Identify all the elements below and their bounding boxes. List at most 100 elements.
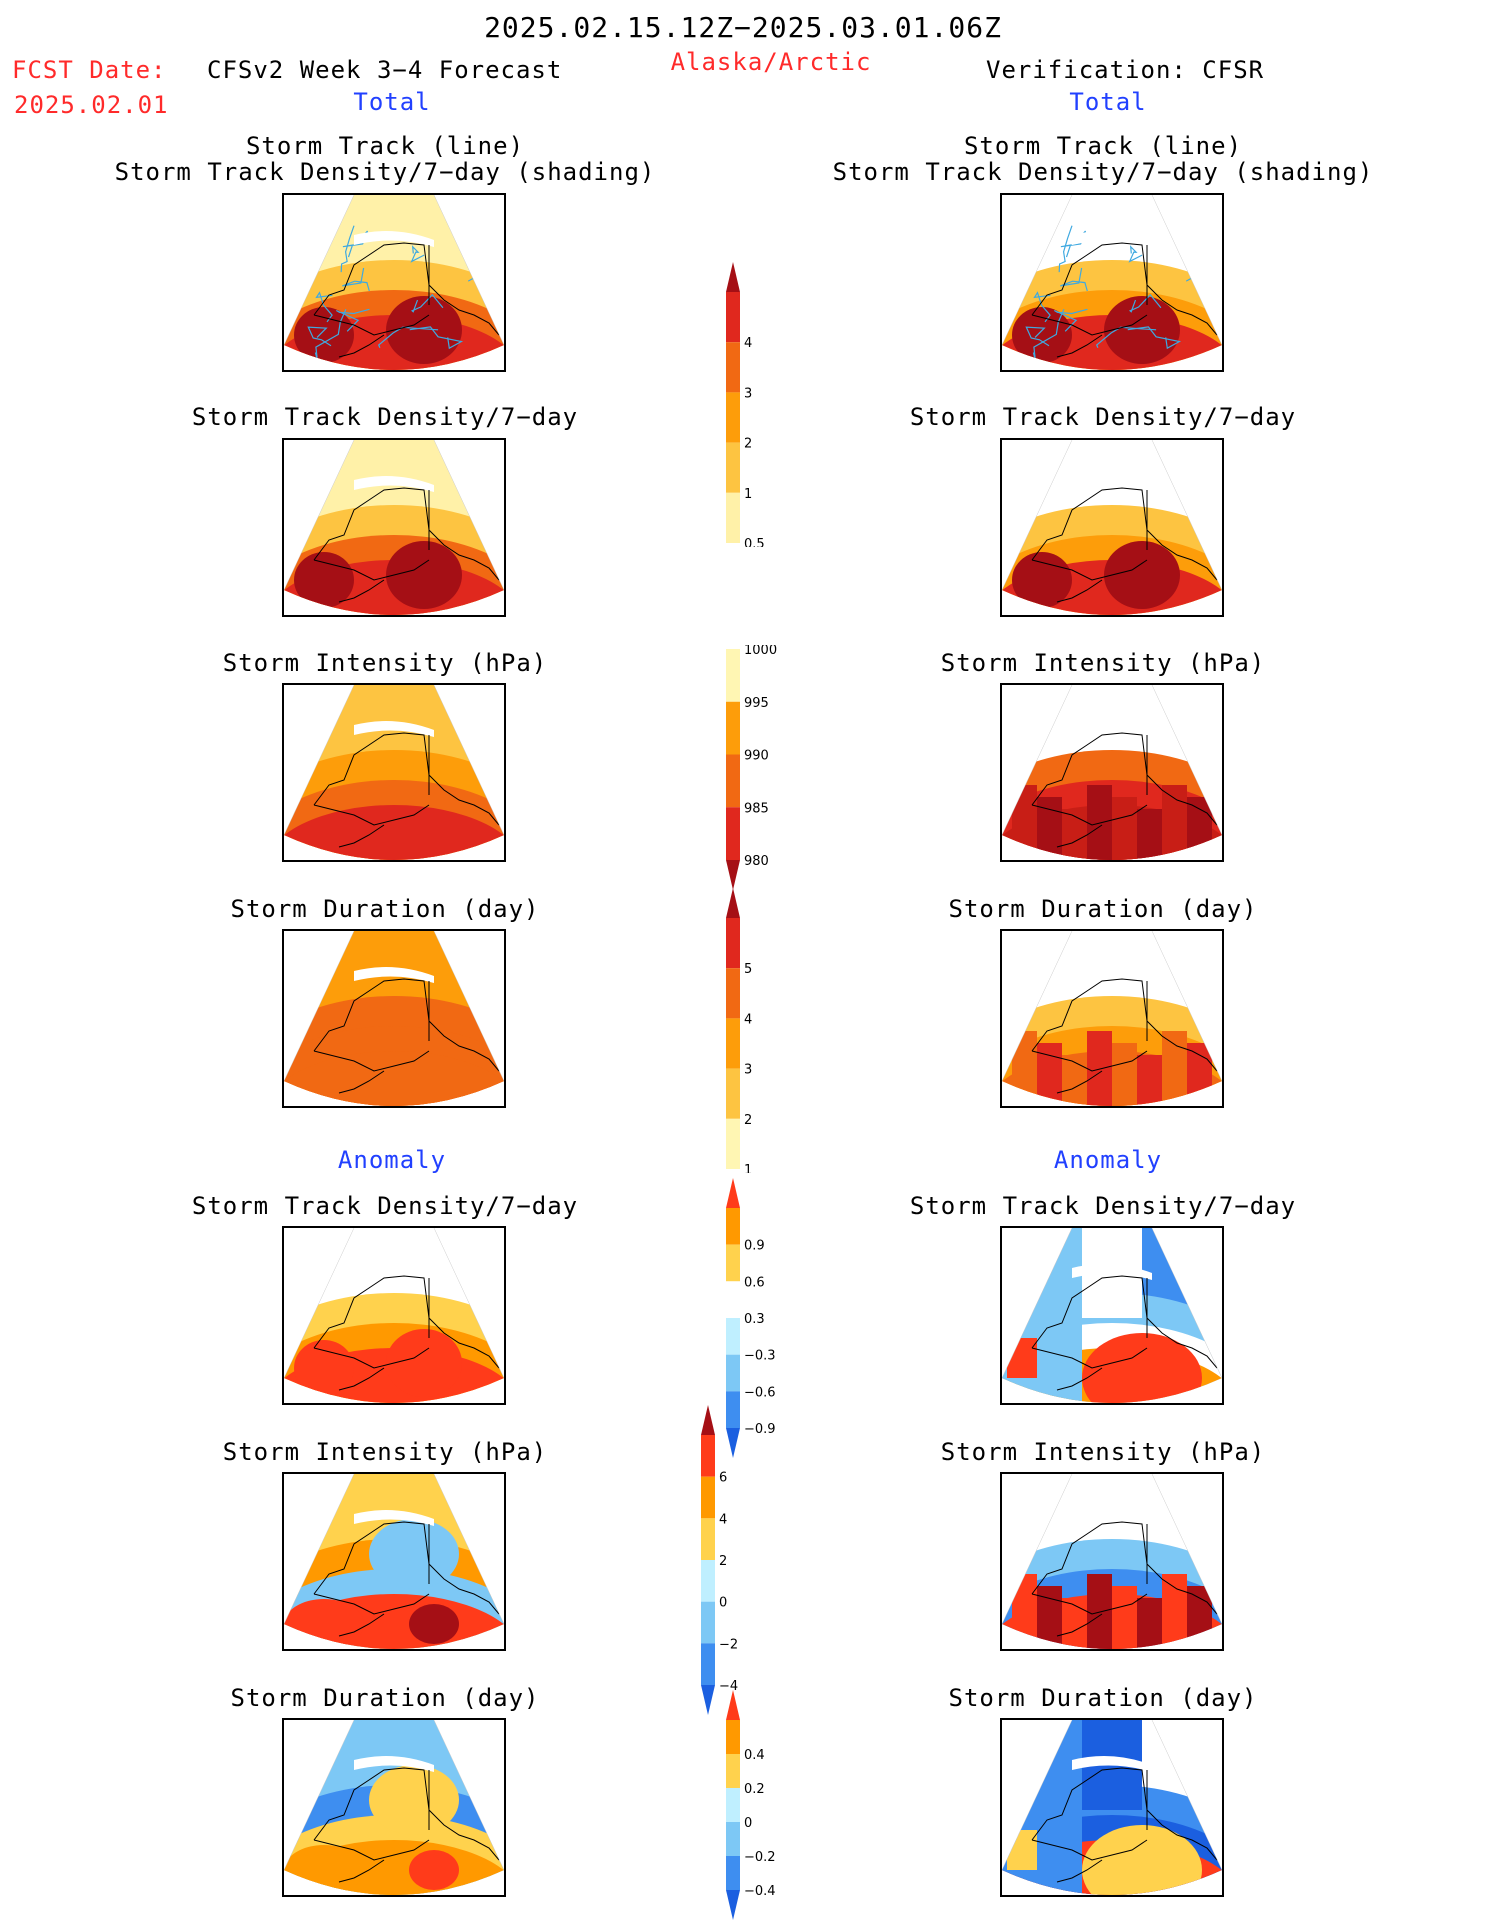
map-intensity-anom-verification (1000, 1472, 1224, 1651)
coastline (1031, 1275, 1218, 1391)
colorbar-swatch (726, 807, 740, 860)
map-svg (284, 1474, 504, 1649)
fcst-date-value: 2025.02.01 (14, 91, 169, 119)
colorbar-label: 2 (719, 1554, 727, 1569)
map-duration-forecast (282, 929, 506, 1108)
colorbar-swatch (726, 1244, 740, 1282)
map-svg (1002, 195, 1222, 370)
colorbar-swatch (701, 1685, 715, 1715)
colorbar-swatch (726, 1281, 740, 1318)
projection-edge (284, 931, 504, 1082)
colorbar-swatch (726, 1118, 740, 1169)
map-track-verification (1000, 193, 1224, 372)
map-duration-verification (1000, 929, 1224, 1108)
colorbar-label: 0.9 (744, 1239, 765, 1254)
map-intensity-forecast (282, 683, 506, 862)
colorbar-label: 0.5 (744, 537, 765, 547)
map-field (284, 1474, 504, 1649)
map-svg (1002, 685, 1222, 860)
projection-edge (1002, 1474, 1222, 1625)
coastline (313, 487, 500, 603)
coastline (313, 1521, 500, 1637)
map-svg (284, 440, 504, 615)
colorbar-label: 0 (744, 1816, 752, 1831)
colorbar-swatch (726, 754, 740, 808)
projection-edge (284, 1474, 504, 1625)
colorbar-swatch (726, 649, 740, 702)
track-shading-title: Storm Track Density/7−day (shading) (114, 158, 656, 186)
colorbar-swatch (726, 1354, 740, 1392)
colorbar-label: 995 (744, 696, 769, 711)
map-svg (1002, 1474, 1222, 1649)
map-duration-anom-verification (1000, 1718, 1224, 1897)
coastline (1031, 487, 1218, 603)
map-intensity-anom-forecast (282, 1472, 506, 1651)
map-field (284, 1228, 504, 1403)
map-svg (284, 685, 504, 860)
map-svg (284, 1228, 504, 1403)
coastline (313, 978, 500, 1094)
colorbar-label: −2 (719, 1637, 738, 1652)
coastline (1031, 1521, 1218, 1637)
map-field (284, 685, 504, 860)
panel-title-track-right: Storm Track (line) Storm Track Density/7… (833, 133, 1374, 185)
colorbar-label: 2 (744, 437, 752, 452)
colorbar-label: 3 (744, 1063, 752, 1078)
map-density-anom-verification (1000, 1226, 1224, 1405)
colorbar-swatch (701, 1643, 715, 1685)
panel-title-duration-right: Storm Duration (day) (948, 895, 1258, 923)
coastline (313, 242, 500, 358)
colorbar-label: −0.9 (744, 1422, 776, 1437)
map-field (1002, 195, 1222, 370)
colorbar-label: 5 (744, 962, 752, 977)
colorbar-label: 4 (719, 1512, 727, 1527)
colorbar-intensity-total: 1000 995 990 985 980 (726, 645, 777, 890)
colorbar-label: 1 (744, 1163, 752, 1173)
map-svg (1002, 1720, 1222, 1895)
colorbar-swatch (726, 342, 740, 393)
colorbar-swatch (726, 1068, 740, 1119)
panel-title-density-right: Storm Track Density/7−day (909, 403, 1297, 431)
colorbar-label: 4 (744, 1012, 752, 1027)
region-title: Alaska/Arctic (670, 48, 872, 76)
colorbar-swatch (701, 1476, 715, 1519)
map-duration-anom-forecast (282, 1718, 506, 1897)
projection-edge (284, 195, 504, 346)
colorbar-duration-anom: 0.4 0.2 0 −0.2 −0.4 (726, 1690, 776, 1920)
coastline (313, 1767, 500, 1883)
map-field (1002, 931, 1222, 1106)
colorbar-label: 985 (744, 801, 769, 816)
colorbar-swatch (726, 1208, 740, 1245)
map-field (284, 195, 504, 370)
projection-edge (1002, 931, 1222, 1082)
colorbar-swatch (701, 1435, 715, 1477)
track-line-title-right: Storm Track (line) (963, 132, 1243, 160)
colorbar-label: −0.4 (744, 1884, 776, 1899)
map-field (1002, 440, 1222, 615)
map-svg (284, 1720, 504, 1895)
map-svg (1002, 931, 1222, 1106)
colorbar-swatch (726, 918, 740, 969)
colorbar-density-anom: 0.9 0.6 0.3 −0.3 −0.6 −0.9 (726, 1178, 776, 1458)
coastline (313, 732, 500, 848)
colorbar-swatch (701, 1560, 715, 1602)
colorbar-swatch (726, 888, 740, 918)
projection-edge (1002, 685, 1222, 836)
anomaly-label-right: Anomaly (1053, 1146, 1163, 1174)
colorbar-label: 0.3 (744, 1312, 765, 1327)
projection-edge (284, 685, 504, 836)
projection-edge (1002, 1228, 1222, 1379)
date-range-title: 2025.02.15.12Z−2025.03.01.06Z (484, 11, 1002, 44)
colorbar-swatch (726, 1822, 740, 1856)
colorbar-label: 980 (744, 854, 769, 869)
total-label-left: Total (353, 88, 431, 116)
verification-title: Verification: CFSR (986, 56, 1265, 84)
colorbar-swatch (726, 1318, 740, 1355)
colorbar-label: 0.6 (744, 1275, 765, 1290)
colorbar-label: 4 (744, 336, 752, 351)
map-intensity-verification (1000, 683, 1224, 862)
panel-title-density-anom-right: Storm Track Density/7−day (909, 1192, 1297, 1220)
